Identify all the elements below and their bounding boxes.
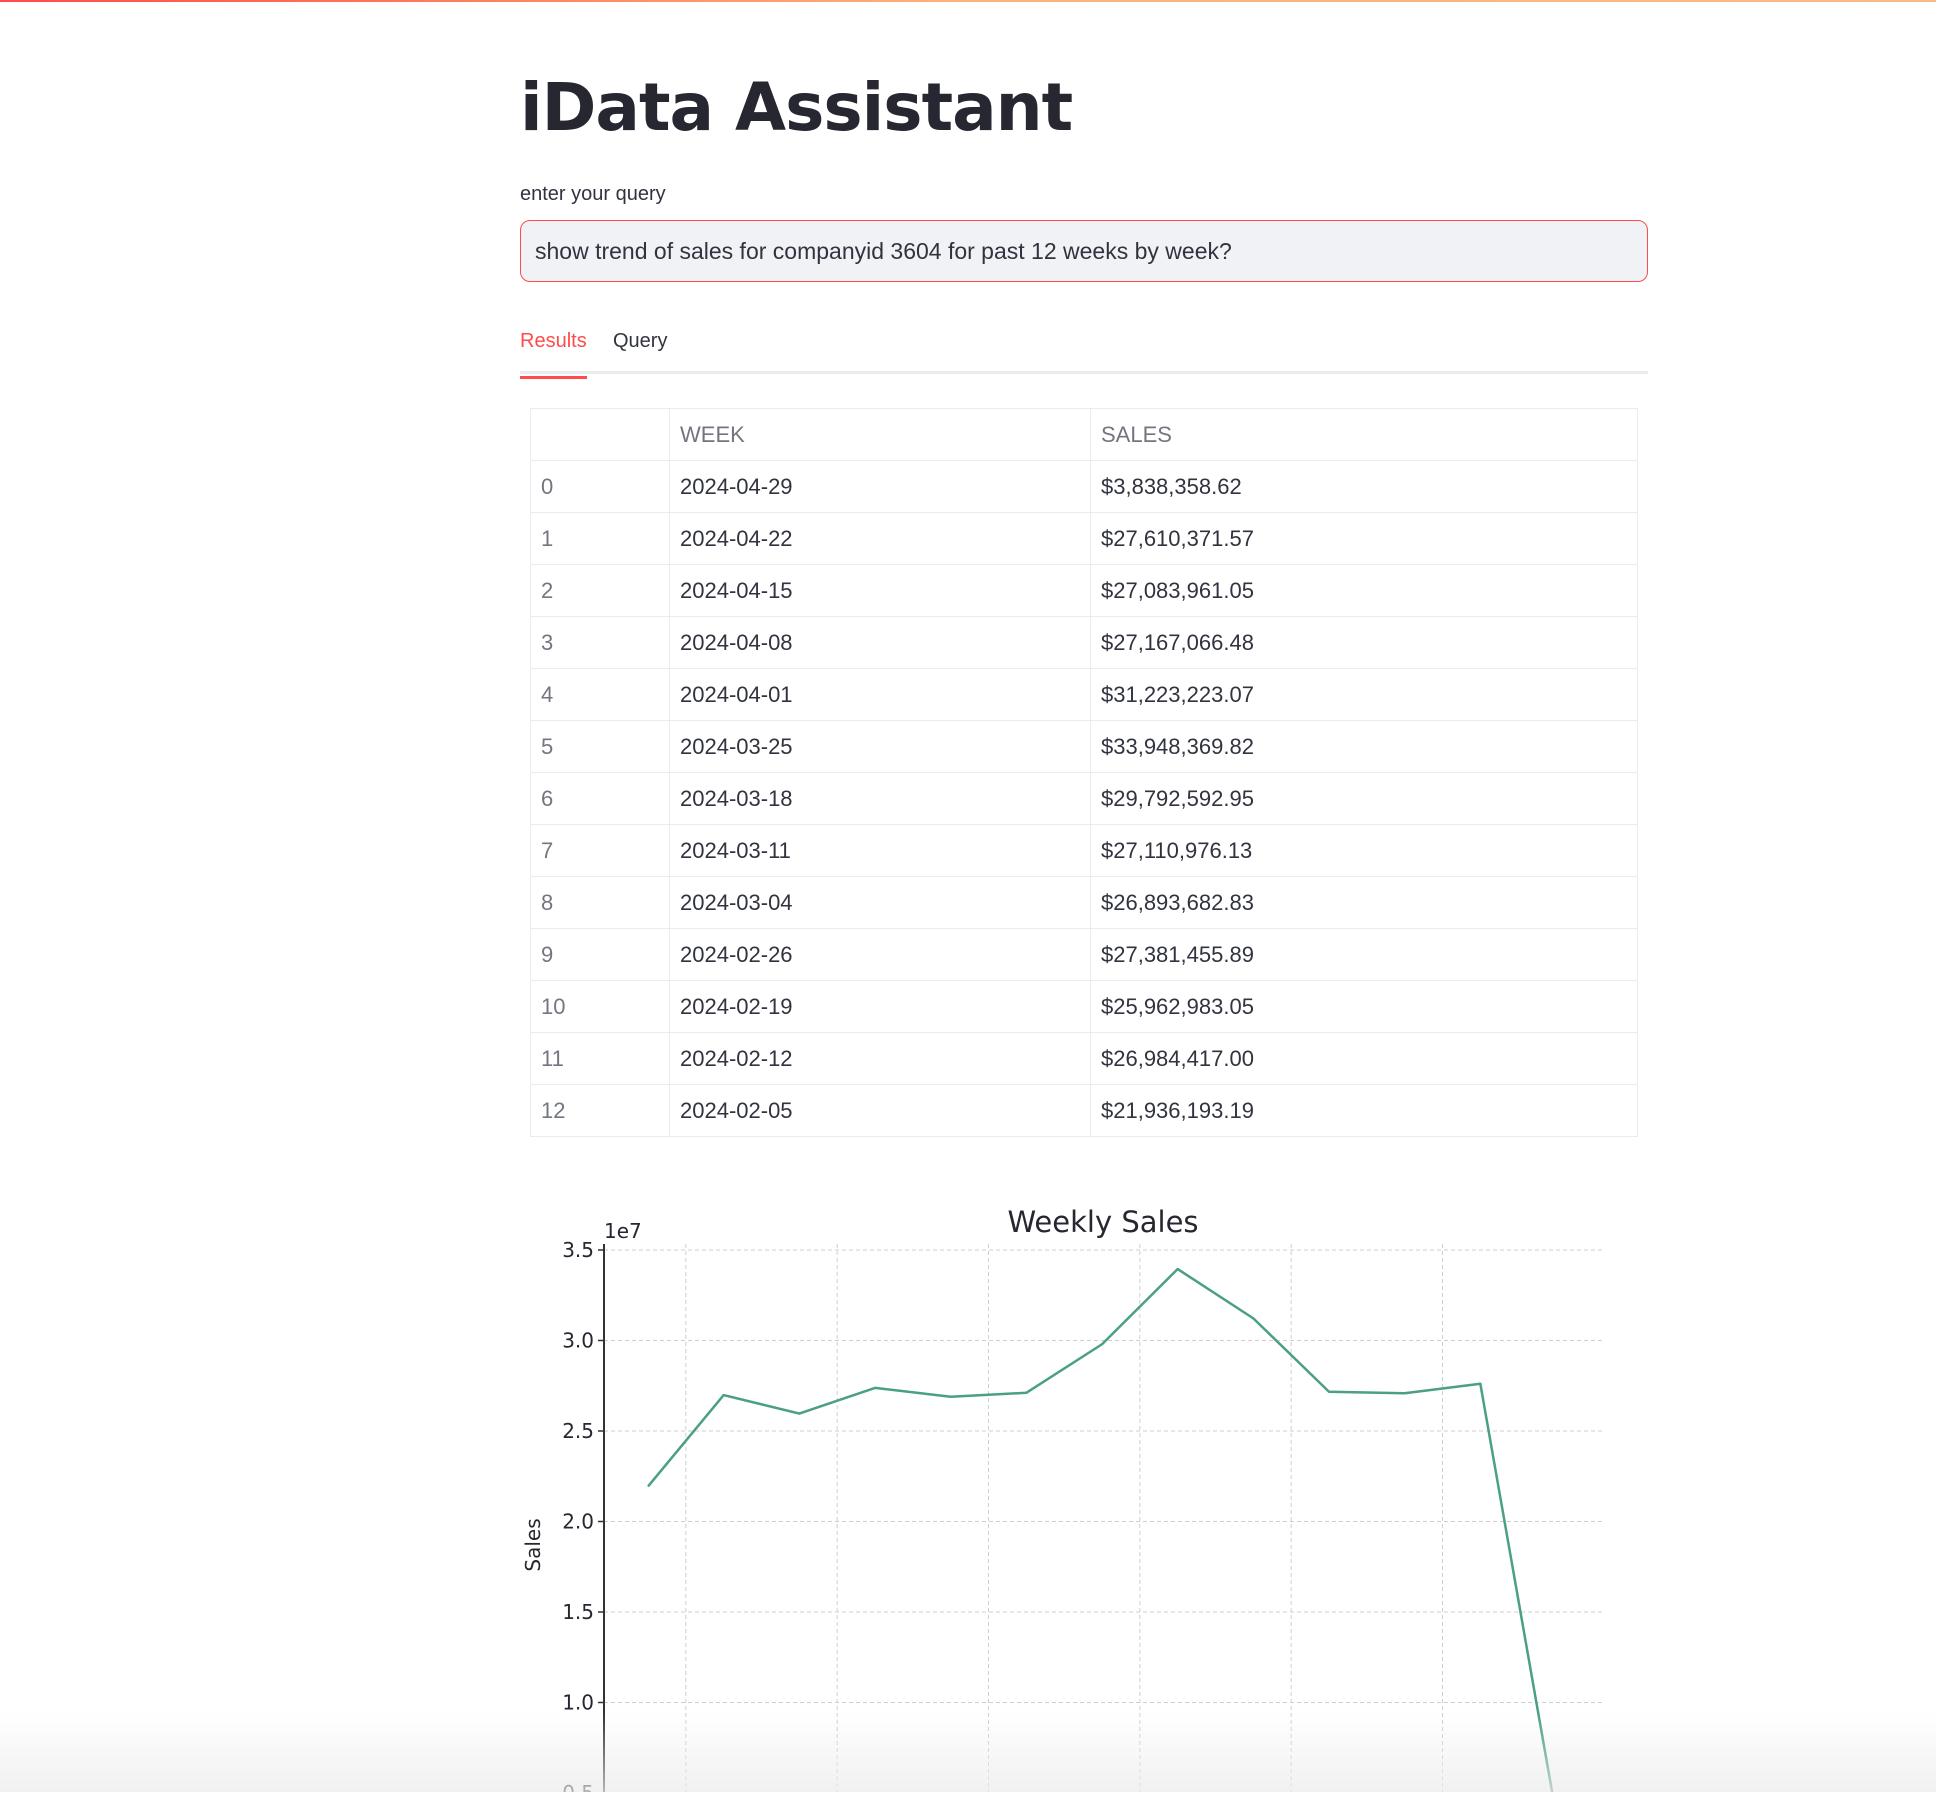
cell-sales[interactable]: $27,381,455.89 — [1091, 929, 1638, 981]
cell-week[interactable]: 2024-02-19 — [670, 981, 1091, 1033]
chart-y-multiplier: 1e7 — [604, 1219, 642, 1243]
cell-sales[interactable]: $31,223,223.07 — [1091, 669, 1638, 721]
cell-week[interactable]: 2024-03-25 — [670, 721, 1091, 773]
cell-week[interactable]: 2024-02-26 — [670, 929, 1091, 981]
chart-svg: 0.5 1.0 1.5 2.0 2.5 3.0 3.5 Weekly Sales 1e7 S… — [520, 1190, 1648, 1792]
cell-sales[interactable]: $27,083,961.05 — [1091, 565, 1638, 617]
cell-sales[interactable]: $3,838,358.62 — [1091, 461, 1638, 513]
cell-sales[interactable]: $33,948,369.82 — [1091, 721, 1638, 773]
column-header-sales[interactable]: SALES — [1091, 409, 1638, 461]
y-tick-label: 0.5 — [562, 1781, 594, 1792]
page-title: iData Assistant — [520, 62, 1072, 154]
cell-sales[interactable]: $27,610,371.57 — [1091, 513, 1638, 565]
row-index[interactable]: 12 — [531, 1085, 670, 1137]
y-tick-label: 2.5 — [562, 1419, 594, 1443]
cell-week[interactable]: 2024-03-11 — [670, 825, 1091, 877]
row-index[interactable]: 2 — [531, 565, 670, 617]
query-input-container[interactable] — [520, 220, 1648, 282]
query-input[interactable] — [535, 231, 1633, 271]
row-index[interactable]: 11 — [531, 1033, 670, 1085]
chart-y-axis-label: Sales — [521, 1518, 545, 1571]
row-index[interactable]: 0 — [531, 461, 670, 513]
y-tick-label: 1.0 — [562, 1691, 594, 1715]
chart-grid — [604, 1244, 1605, 1792]
row-index[interactable]: 4 — [531, 669, 670, 721]
cell-sales[interactable]: $26,893,682.83 — [1091, 877, 1638, 929]
tab-results[interactable]: Results — [520, 326, 587, 368]
row-index[interactable]: 3 — [531, 617, 670, 669]
cell-sales[interactable]: $27,167,066.48 — [1091, 617, 1638, 669]
cell-week[interactable]: 2024-02-12 — [670, 1033, 1091, 1085]
cell-week[interactable]: 2024-02-05 — [670, 1085, 1091, 1137]
cell-week[interactable]: 2024-03-04 — [670, 877, 1091, 929]
row-index[interactable]: 10 — [531, 981, 670, 1033]
cell-sales[interactable]: $26,984,417.00 — [1091, 1033, 1638, 1085]
cell-sales[interactable]: $29,792,592.95 — [1091, 773, 1638, 825]
cell-sales[interactable]: $27,110,976.13 — [1091, 825, 1638, 877]
column-header-week[interactable]: WEEK — [670, 409, 1091, 461]
query-label: enter your query — [520, 180, 666, 208]
table-header-row: WEEK SALES — [531, 409, 1637, 461]
sales-line — [648, 1269, 1556, 1792]
row-index[interactable]: 9 — [531, 929, 670, 981]
tab-query[interactable]: Query — [613, 326, 667, 356]
cell-sales[interactable]: $21,936,193.19 — [1091, 1085, 1638, 1137]
chart-axes: 0.5 1.0 1.5 2.0 2.5 3.0 3.5 — [562, 1238, 604, 1792]
row-index[interactable]: 1 — [531, 513, 670, 565]
chart-series — [648, 1269, 1556, 1792]
cell-week[interactable]: 2024-04-29 — [670, 461, 1091, 513]
y-tick-label: 3.5 — [562, 1238, 594, 1262]
cell-week[interactable]: 2024-04-22 — [670, 513, 1091, 565]
tab-bar: Results Query — [520, 322, 1648, 374]
top-decoration-stripe — [0, 0, 1936, 2]
cell-week[interactable]: 2024-03-18 — [670, 773, 1091, 825]
row-index[interactable]: 7 — [531, 825, 670, 877]
column-header-index[interactable] — [531, 409, 670, 461]
cell-sales[interactable]: $25,962,983.05 — [1091, 981, 1638, 1033]
row-index[interactable]: 5 — [531, 721, 670, 773]
y-tick-label: 1.5 — [562, 1600, 594, 1624]
row-index[interactable]: 8 — [531, 877, 670, 929]
cell-week[interactable]: 2024-04-01 — [670, 669, 1091, 721]
chart-title: Weekly Sales — [1007, 1205, 1198, 1239]
weekly-sales-chart: 0.5 1.0 1.5 2.0 2.5 3.0 3.5 Weekly Sales 1e7 S… — [520, 1190, 1648, 1792]
y-tick-label: 2.0 — [562, 1510, 594, 1534]
cell-week[interactable]: 2024-04-08 — [670, 617, 1091, 669]
y-tick-label: 3.0 — [562, 1329, 594, 1353]
cell-week[interactable]: 2024-04-15 — [670, 565, 1091, 617]
row-index[interactable]: 6 — [531, 773, 670, 825]
